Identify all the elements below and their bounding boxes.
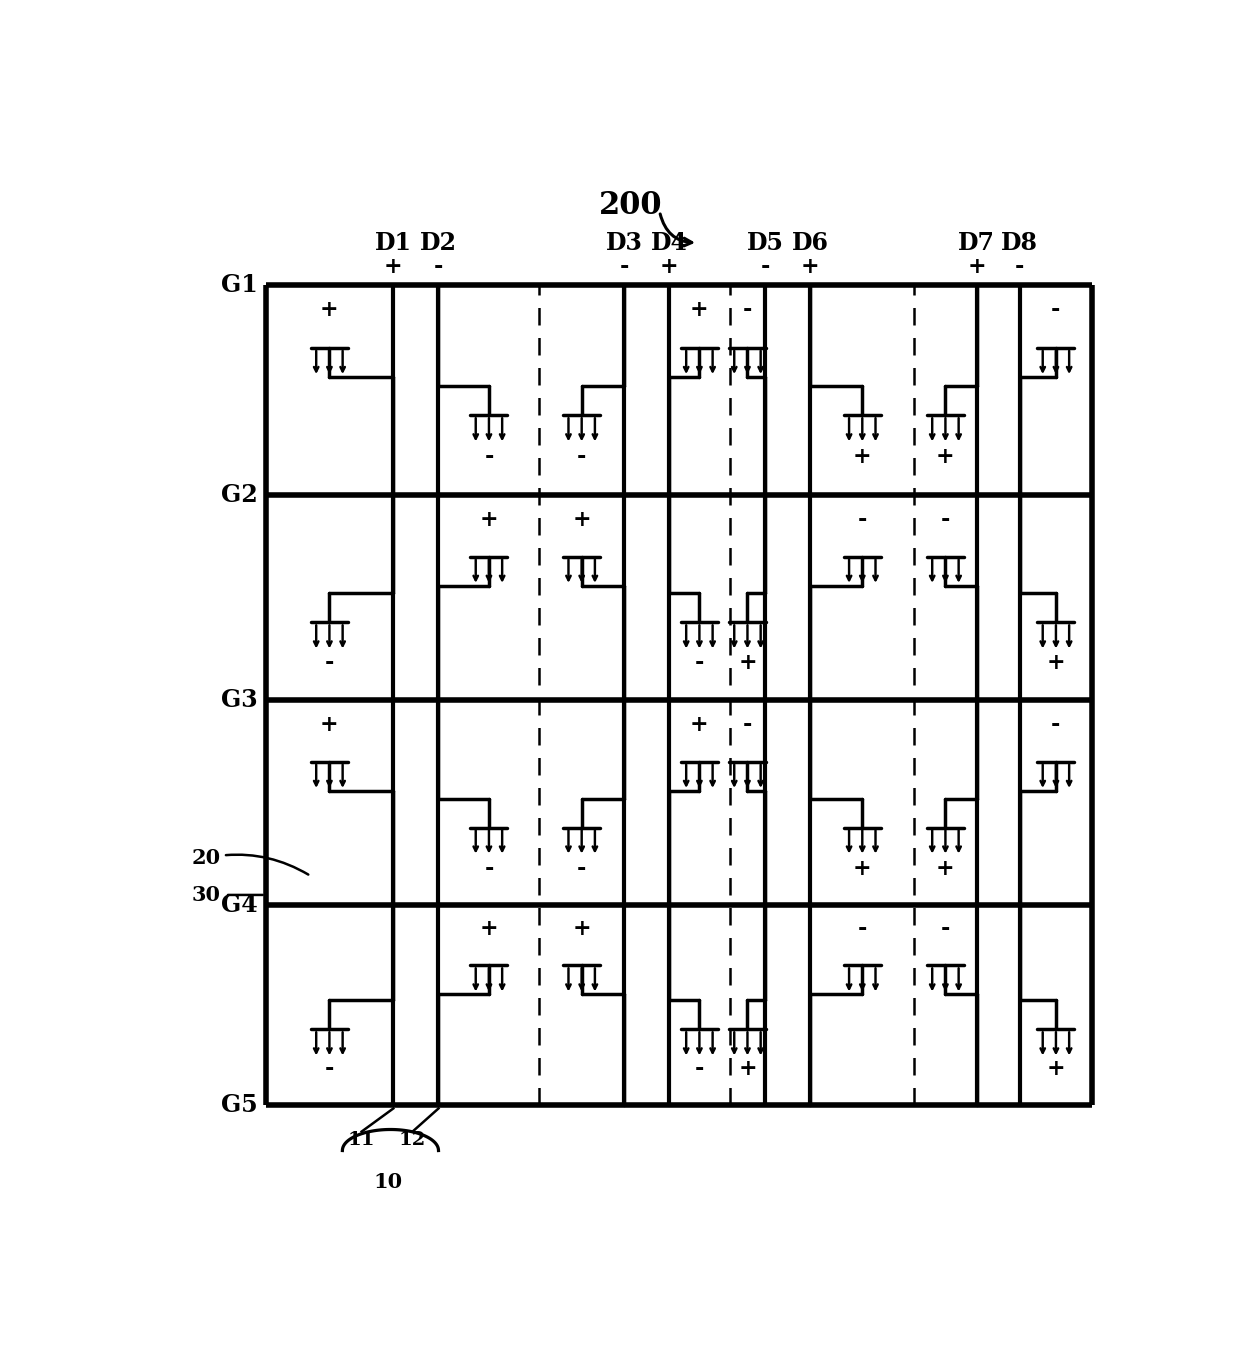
Text: +: + xyxy=(573,510,591,531)
Text: +: + xyxy=(738,1059,756,1081)
Text: D7: D7 xyxy=(959,231,996,255)
Text: G3: G3 xyxy=(221,688,258,712)
Text: -: - xyxy=(434,255,443,277)
Text: +: + xyxy=(1047,1059,1065,1081)
Text: D5: D5 xyxy=(746,231,784,255)
Text: D2: D2 xyxy=(420,231,458,255)
Text: D6: D6 xyxy=(792,231,828,255)
Text: -: - xyxy=(619,255,629,277)
Text: 200: 200 xyxy=(599,190,662,221)
Text: -: - xyxy=(485,858,494,880)
Text: D3: D3 xyxy=(605,231,642,255)
Text: +: + xyxy=(320,299,339,321)
Text: +: + xyxy=(691,299,709,321)
Text: -: - xyxy=(694,1059,704,1081)
Text: -: - xyxy=(858,510,867,531)
Text: -: - xyxy=(1016,255,1024,277)
Text: 20: 20 xyxy=(191,848,309,874)
Text: 30: 30 xyxy=(191,885,221,904)
Text: +: + xyxy=(480,918,498,940)
Text: +: + xyxy=(853,858,872,880)
Text: +: + xyxy=(660,255,678,277)
Text: +: + xyxy=(738,653,756,675)
Text: G2: G2 xyxy=(221,484,258,507)
Text: -: - xyxy=(941,918,950,940)
Text: 12: 12 xyxy=(399,1131,427,1149)
Text: -: - xyxy=(1052,299,1060,321)
Text: -: - xyxy=(743,714,753,736)
Text: -: - xyxy=(577,858,587,880)
Text: D4: D4 xyxy=(651,231,688,255)
Text: 11: 11 xyxy=(348,1131,376,1149)
Text: +: + xyxy=(801,255,820,277)
Text: -: - xyxy=(325,653,334,675)
Text: -: - xyxy=(694,653,704,675)
Text: +: + xyxy=(936,447,955,469)
Text: G1: G1 xyxy=(221,273,258,296)
Text: D8: D8 xyxy=(1002,231,1038,255)
Text: -: - xyxy=(760,255,770,277)
Text: -: - xyxy=(325,1059,334,1081)
Text: G5: G5 xyxy=(221,1093,258,1117)
Text: +: + xyxy=(480,510,498,531)
Text: +: + xyxy=(967,255,986,277)
Text: -: - xyxy=(941,510,950,531)
Text: +: + xyxy=(853,447,872,469)
Text: +: + xyxy=(384,255,403,277)
Text: +: + xyxy=(573,918,591,940)
Text: -: - xyxy=(858,918,867,940)
Text: +: + xyxy=(691,714,709,736)
Text: +: + xyxy=(320,714,339,736)
Text: +: + xyxy=(1047,653,1065,675)
Text: -: - xyxy=(743,299,753,321)
Text: -: - xyxy=(577,447,587,469)
Text: -: - xyxy=(485,447,494,469)
Text: G4: G4 xyxy=(221,893,258,918)
Text: +: + xyxy=(936,858,955,880)
Text: -: - xyxy=(1052,714,1060,736)
Text: D1: D1 xyxy=(374,231,412,255)
Text: 10: 10 xyxy=(373,1172,402,1191)
